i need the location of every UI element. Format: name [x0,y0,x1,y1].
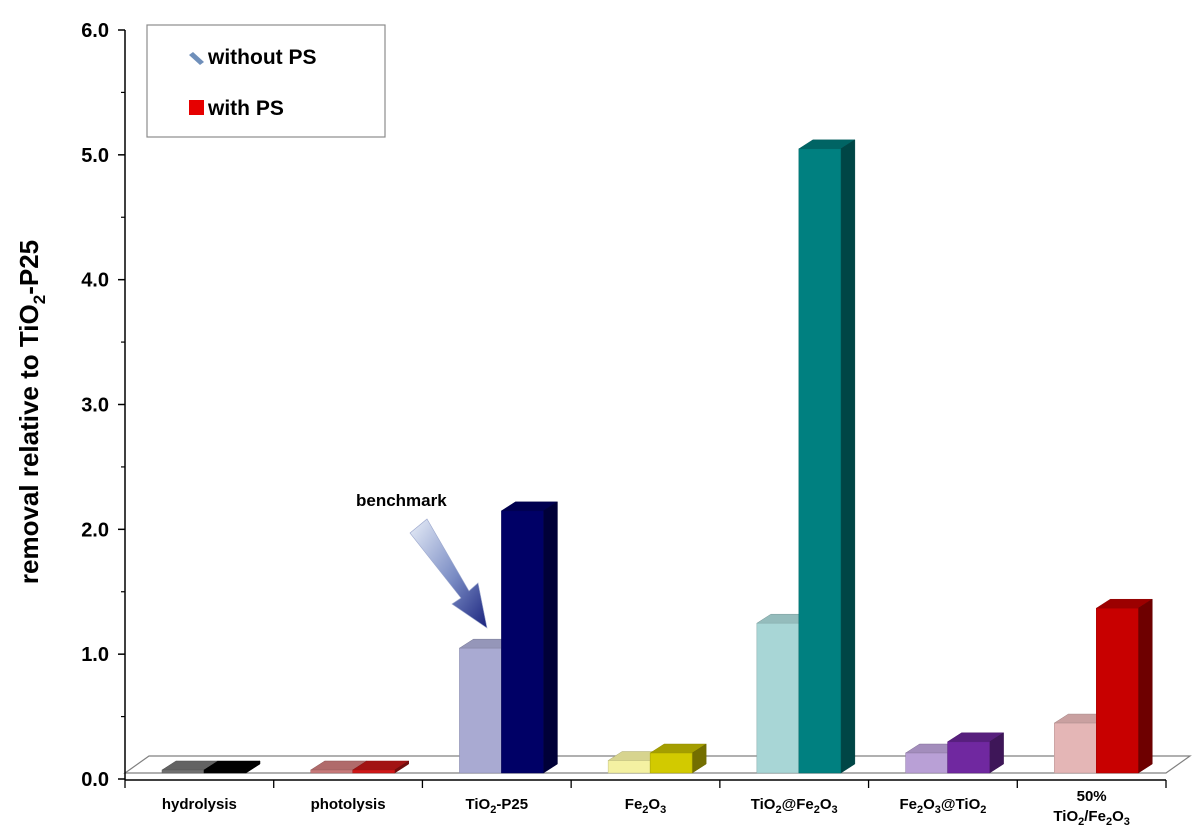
y-axis-label-suffix: -P25 [14,240,44,295]
bar-front [203,769,247,774]
benchmark-arrow [409,518,488,629]
y-tick-label-2: 2.0 [81,519,109,541]
bar-50pct-tio2-fe2o3-with-ps [1095,598,1154,774]
legend: without PS with PS [146,24,386,138]
bar-fe2o3-at-tio2-with-ps [946,732,1005,774]
y-tick-label-4: 4.0 [81,270,109,292]
legend-swatch-without-ps [189,52,204,65]
bar-front [310,769,353,774]
bar-front [161,769,205,774]
bar-front [607,760,651,774]
y-tick-label-3: 3.0 [81,395,109,417]
x-label-tio2-p25: TiO2-P25 [466,796,529,816]
x-label-photolysis: photolysis [311,796,386,813]
bar-front [459,647,502,774]
x-label-fe2o3: Fe2O3 [625,796,666,816]
bar-tio2-p25-with-ps [500,501,559,774]
legend-box [146,24,386,138]
bar-front [756,622,800,774]
y-axis-label-prefix: removal relative to TiO [14,304,44,584]
bar-front [798,148,842,774]
bar-front [1096,607,1139,774]
x-label-tio2-at-fe2o3: TiO2@Fe2O3 [751,796,838,816]
bar-photolysis-with-ps [351,760,410,774]
benchmark-label: benchmark [356,491,447,510]
x-label-50pct-tio2-fe2o3: TiO2/Fe2O3 [1053,808,1129,828]
x-label-fe2o3-at-tio2: Fe2O3@TiO2 [899,796,986,816]
x-label-50pct-tio2-fe2o3-line1: 50% [1077,788,1107,805]
y-tick-label-0: 0.0 [81,769,109,791]
benchmark-annotation: benchmark [356,491,488,629]
bar-side [840,139,856,774]
y-tick-label-5: 5.0 [81,145,109,167]
legend-swatch-with-ps [189,100,204,115]
legend-label-with-ps: with PS [207,97,284,120]
bar-front [947,741,990,774]
bar-side [543,501,558,774]
x-label-hydrolysis: hydrolysis [162,796,237,813]
bar-front [649,752,693,774]
y-axis-label-subscript: 2 [30,295,49,304]
y-tick-label-1: 1.0 [81,644,109,666]
bar-fe2o3-with-ps [649,743,707,774]
bar-hydrolysis-with-ps [203,760,261,774]
bar-front [1054,722,1097,774]
bar-front [905,752,948,774]
bar-front [501,510,544,774]
legend-label-without-ps: without PS [207,46,317,69]
y-tick-label-6: 6.0 [81,20,109,42]
bar-side [1138,598,1153,774]
bar-front [352,769,395,774]
y-axis-label: removal relative to TiO2-P25 [14,240,49,584]
bar-tio2-at-fe2o3-with-ps [798,139,856,774]
